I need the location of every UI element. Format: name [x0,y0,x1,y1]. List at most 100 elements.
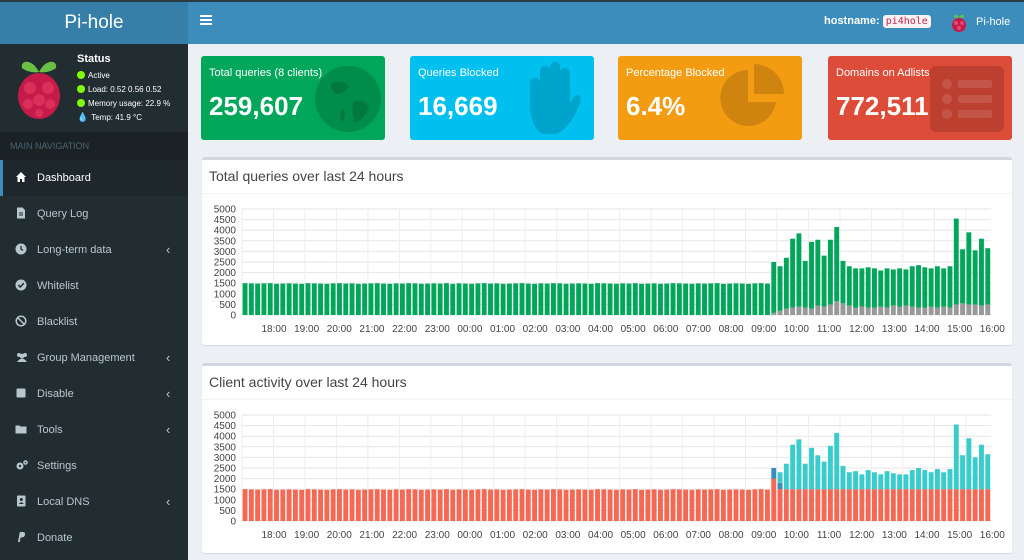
sidebar-item-long-term-data[interactable]: Long-term data ‹ [0,232,188,268]
sidebar-item-blacklist[interactable]: Blacklist [0,304,188,340]
clients-bar-chart: 5000450040003500300025002000150010005000… [214,411,1005,542]
chart-bar [821,255,827,307]
chart-bar [966,489,972,521]
chart-bar [966,304,972,315]
chart-bar [846,266,852,306]
x-tick-label: 16:00 [980,324,1005,335]
x-tick-label: 10:00 [784,530,809,541]
chart-bar [544,489,550,521]
sidebar-item-query-log[interactable]: Query Log [0,196,188,232]
chart-bar [846,305,852,315]
x-tick-label: 09:00 [751,324,776,335]
chart-bar [714,283,720,315]
chart-bar [890,269,896,306]
pie-chart-icon [716,62,788,137]
chart-bar [777,266,783,311]
chart-bar [796,489,802,521]
sidebar-item-disable[interactable]: Disable ‹ [0,376,188,412]
chart-bar [595,489,600,521]
domains-on-adlists-box[interactable]: Domains on Adlists 772,511 [828,56,1012,140]
chart-bar [727,283,733,315]
sidebar-item-dashboard[interactable]: Dashboard [0,160,188,196]
x-tick-label: 04:00 [588,530,613,541]
y-tick-label: 3000 [214,453,237,464]
chart-bar [979,444,984,490]
chart-bar [626,489,632,521]
sidebar-item-donate[interactable]: Donate [0,520,188,556]
chart-bar [292,489,298,521]
queries-chart-panel: Total queries over last 24 hours 5000 450… [202,157,1012,345]
ban-icon [15,315,27,327]
chevron-left-icon[interactable]: ‹ [166,422,171,437]
x-tick-label: 19:00 [294,530,319,541]
y-tick-label: 1000 [214,495,237,506]
percentage-blocked-box[interactable]: Percentage Blocked 6.4% [618,56,802,140]
chart-bar [311,283,317,315]
chart-bar [292,283,298,315]
chart-bar [305,283,311,315]
chart-bar [739,489,745,521]
chart-bar [827,239,833,305]
sidebar-item-label: Donate [37,532,73,544]
chart-bar [399,489,405,521]
chevron-left-icon[interactable]: ‹ [166,494,171,509]
chart-bar [425,489,431,521]
chart-bar [897,306,903,315]
chart-bar [506,283,512,315]
queries-blocked-box[interactable]: Queries Blocked 16,669 [410,56,594,140]
chart-bar [588,489,594,521]
chart-bar [947,469,953,490]
sidebar-item-whitelist[interactable]: Whitelist [0,268,188,304]
chart-bar [582,283,588,315]
sidebar-item-tools[interactable]: Tools ‹ [0,412,188,448]
status-title: Status [77,53,111,65]
chart-bar [872,268,877,308]
chart-bar [821,306,827,315]
x-tick-label: 01:00 [490,530,515,541]
x-tick-label: 09:00 [751,530,776,541]
chart-bar [274,489,279,521]
x-tick-label: 07:00 [686,324,711,335]
chevron-left-icon[interactable]: ‹ [166,350,171,365]
chart-bar [267,489,273,521]
app-logo[interactable]: Pi-hole [0,2,188,44]
chart-bar [916,489,921,521]
sidebar-item-local-dns[interactable]: Local DNS ‹ [0,484,188,520]
hostname-display: hostname: pi4hole [824,15,931,28]
chevron-left-icon[interactable]: ‹ [166,386,171,401]
chart-bar [488,283,493,315]
sidebar-item-settings[interactable]: Settings [0,448,188,484]
chart-bar [985,454,991,490]
chart-bar [255,489,261,521]
chart-bar [431,489,437,521]
chart-bar [746,489,752,521]
status-temp: 💧 Temp: 41.9 °C [77,112,142,123]
chart-bar [343,489,349,521]
total-queries-box[interactable]: Total queries (8 clients) 259,607 [201,56,385,140]
chart-bar [934,307,940,315]
chart-bar [702,283,707,315]
chart-bar [280,283,286,315]
chart-bar [947,489,953,521]
y-tick-label: 3500 [214,236,237,247]
y-tick-label: 1500 [214,279,237,290]
chart-bar [865,267,871,308]
chart-bar [960,455,966,490]
menu-toggle-icon[interactable] [200,15,212,25]
x-tick-label: 01:00 [490,324,515,335]
chart-bar [337,283,342,315]
gears-icon [15,459,28,471]
chart-bar [626,283,632,315]
chart-bar [884,471,890,490]
chart-bar [746,283,752,315]
user-menu[interactable]: Pi-hole [948,10,1024,38]
chart-bar [953,304,959,315]
chart-bar [878,306,884,315]
sidebar-item-group-management[interactable]: Group Management ‹ [0,340,188,376]
chart-bar [551,283,556,315]
chevron-left-icon[interactable]: ‹ [166,242,171,257]
queries-bar-chart: 5000450040003500300025002000150010005000… [214,205,1005,336]
x-tick-label: 03:00 [555,324,580,335]
chart-bar [777,489,783,521]
chart-bar [815,455,821,490]
